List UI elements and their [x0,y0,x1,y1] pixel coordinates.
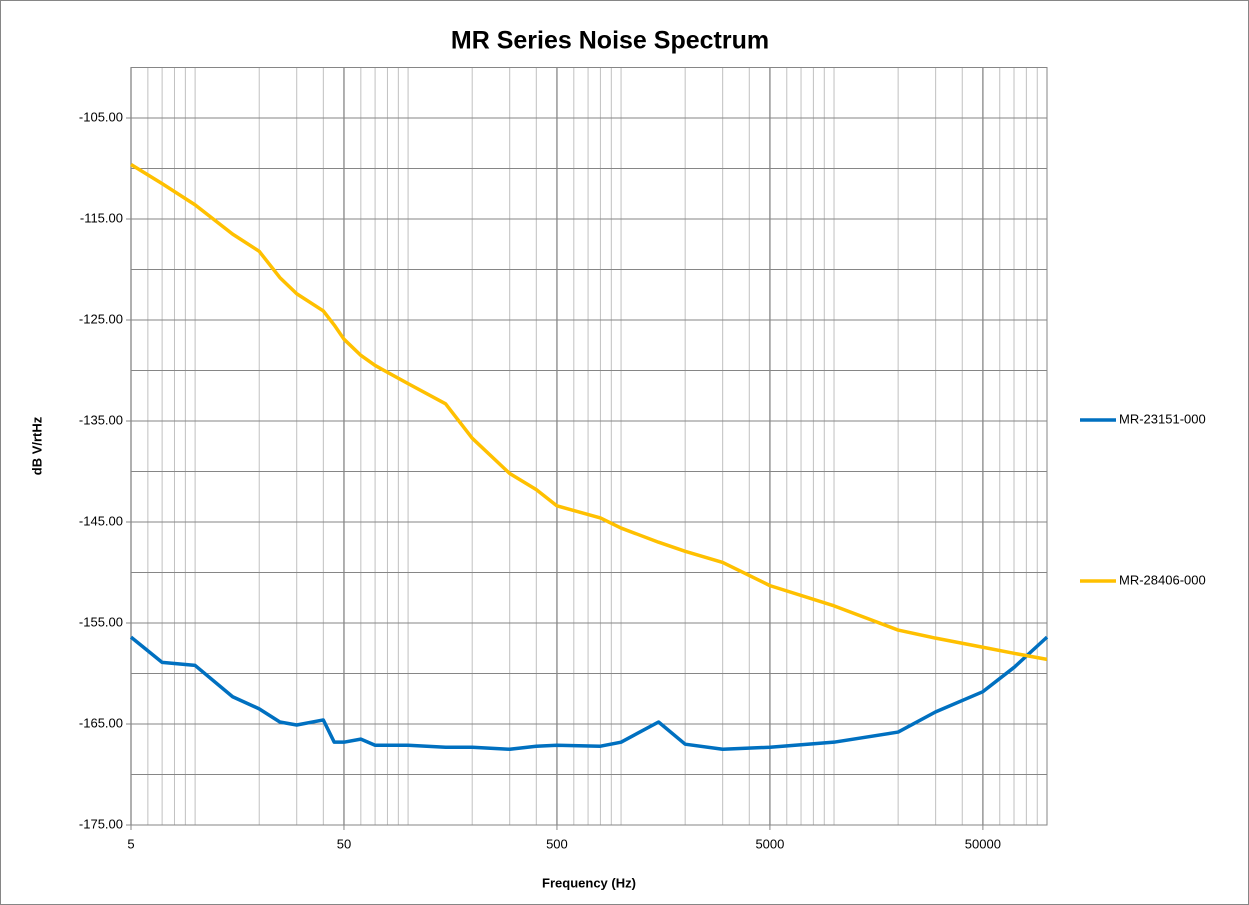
y-tick-label: -115.00 [80,210,123,225]
chart-title: MR Series Noise Spectrum [451,27,769,55]
x-tick-label: 500 [546,836,568,851]
y-tick-label: -155.00 [79,614,123,629]
y-axis-label: dB V/rtHz [29,416,44,475]
y-tick-label: -125.00 [79,311,123,326]
legend-label: MR-23151-000 [1119,411,1206,426]
x-tick-label: 5 [127,836,134,851]
y-tick-label: -145.00 [79,513,123,528]
series-line [130,162,1048,662]
x-axis-label: Frequency (Hz) [542,875,636,890]
y-tick-label: -105.00 [79,109,123,124]
x-tick-label: 50000 [965,836,1001,851]
legend-label: MR-28406-000 [1119,572,1206,587]
x-tick-label: 5000 [755,836,784,851]
plot-area-border [130,67,1048,826]
y-tick-label: -165.00 [79,715,123,730]
y-tick-label: -135.00 [79,412,123,427]
x-tick-label: 50 [337,836,351,851]
series-line [129,635,1049,751]
y-tick-label: -175.00 [79,816,123,831]
